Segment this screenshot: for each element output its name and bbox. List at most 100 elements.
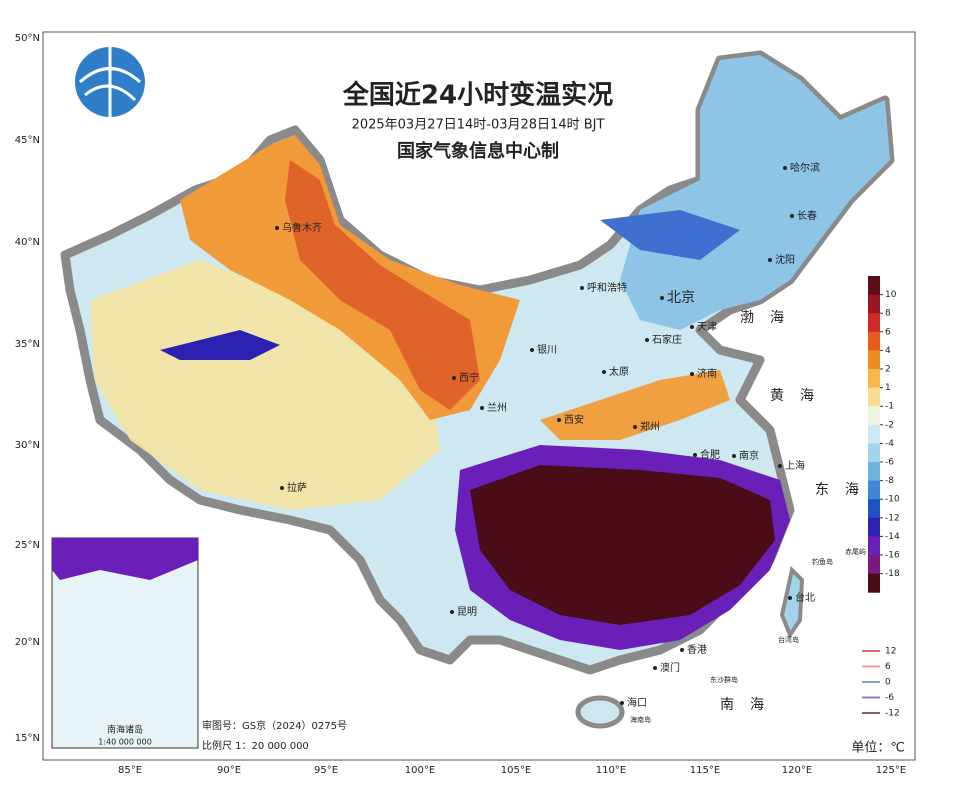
city-dot (653, 666, 657, 670)
logo (75, 47, 145, 117)
city-dot (680, 648, 684, 652)
city-dot (690, 325, 694, 329)
city-dot (732, 454, 736, 458)
cold-area (470, 465, 775, 625)
latitude-label: 35°N (15, 339, 40, 350)
colorbar-segment (868, 369, 880, 389)
latitude-label: 40°N (15, 237, 40, 248)
colorbar-label: -14 (885, 532, 900, 542)
colorbar-label: -8 (885, 476, 894, 486)
city-dot (788, 596, 792, 600)
city-label: 兰州 (487, 401, 507, 414)
inset-title: 南海诸岛 (107, 724, 143, 736)
inset-land (52, 538, 198, 580)
city-dot (768, 258, 772, 262)
city-dot (452, 376, 456, 380)
city-dot (450, 610, 454, 614)
city-label: 石家庄 (652, 333, 682, 346)
colorbar-label: 4 (885, 346, 891, 356)
scale: 比例尺 1：20 000 000 (202, 739, 309, 752)
colorbar-segment (868, 555, 880, 575)
longitude-label: 120°E (782, 765, 812, 776)
colorbar-label: -1 (885, 402, 894, 412)
approval: 审图号：GS京（2024）0275号 (202, 719, 347, 732)
colorbar-label: -4 (885, 439, 894, 449)
city-label: 海口 (627, 696, 647, 709)
colorbar-label: 2 (885, 365, 891, 375)
city-dot (778, 464, 782, 468)
city-label: 济南 (697, 367, 717, 380)
city-dot (633, 425, 637, 429)
contour-legend-label: -6 (885, 693, 894, 703)
city-dot (693, 453, 697, 457)
colorbar-segment (868, 331, 880, 351)
city-label: 长春 (797, 210, 817, 222)
city-dot (645, 338, 649, 342)
sea-label: 南海 (720, 697, 780, 713)
island-label: 东沙群岛 (710, 675, 738, 684)
city-label: 银川 (537, 343, 557, 356)
city-label: 北京 (667, 290, 695, 306)
taiwan (779, 566, 805, 640)
colorbar-segment (868, 462, 880, 482)
colorbar-segment (868, 499, 880, 519)
city-label: 太原 (609, 365, 629, 378)
cold-area (160, 330, 280, 360)
city-dot (275, 226, 279, 230)
colorbar-segment (868, 517, 880, 537)
latitude-label: 50°N (15, 33, 40, 44)
city-label: 合肥 (700, 448, 720, 461)
longitude-label: 110°E (596, 765, 626, 776)
island-label: 赤尾屿 (845, 547, 866, 556)
city-label: 昆明 (457, 606, 477, 618)
city-label: 西宁 (459, 371, 479, 384)
sea-label: 东海 (815, 482, 875, 498)
longitude-label: 85°E (118, 765, 142, 776)
city-label: 上海 (785, 459, 805, 472)
longitude-label: 115°E (690, 765, 720, 776)
colorbar-label: -12 (885, 513, 900, 523)
colorbar-segment (868, 387, 880, 407)
city-dot (690, 372, 694, 376)
contour-legend-label: 12 (885, 647, 896, 657)
inset-scale: 1:40 000 000 (98, 738, 152, 747)
logo-lines (78, 47, 142, 117)
colorbar-segment (868, 480, 880, 500)
inset: 南海诸岛 1:40 000 000 (51, 537, 199, 749)
city-label: 天津 (697, 321, 717, 333)
city-dot (790, 214, 794, 218)
colorbar-label: -6 (885, 458, 894, 468)
city-label: 呼和浩特 (587, 282, 627, 294)
colorbar-segment (868, 424, 880, 444)
city-dot (660, 296, 664, 300)
contour-legend-label: 6 (885, 662, 891, 672)
city-dot (580, 286, 584, 290)
city-dot (783, 166, 787, 170)
colorbar-segment (868, 573, 880, 593)
longitude-label: 125°E (876, 765, 906, 776)
colorbar-label: 8 (885, 309, 891, 319)
colorbar-segment (868, 536, 880, 556)
city-dot (620, 701, 624, 705)
china-map (60, 50, 895, 729)
city-label: 乌鲁木齐 (282, 221, 322, 234)
colorbar-segment (868, 443, 880, 463)
longitude-label: 100°E (405, 765, 435, 776)
colorbar-segment (868, 313, 880, 333)
city-label: 沈阳 (775, 253, 795, 266)
colorbar-segment (868, 276, 880, 296)
title: 全国近24小时变温实况 (342, 80, 613, 111)
colorbar-segment (868, 350, 880, 370)
latitude-label: 45°N (15, 135, 40, 146)
colorbar-label: -16 (885, 551, 900, 561)
city-label: 郑州 (640, 420, 660, 433)
colorbar-label: 10 (885, 290, 897, 300)
island-label: 海南岛 (630, 715, 651, 724)
colorbar-label: -18 (885, 569, 900, 579)
colorbar-segment (868, 406, 880, 426)
warm-area (285, 160, 480, 410)
producer: 国家气象信息中心制 (397, 140, 559, 162)
latitude-label: 15°N (15, 733, 40, 744)
city-label: 香港 (687, 644, 707, 656)
